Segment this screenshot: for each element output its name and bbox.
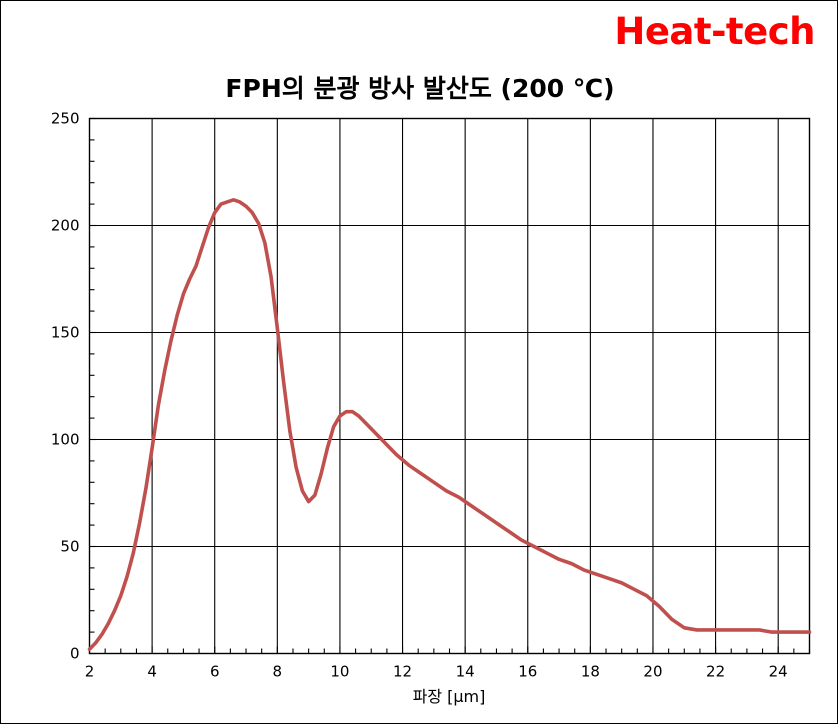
svg-text:20: 20 (643, 663, 662, 681)
svg-text:24: 24 (769, 663, 788, 681)
svg-text:150: 150 (51, 324, 80, 342)
chart-title: FPH의 분광 방사 발산도 (200 ℃) (225, 74, 615, 103)
minor-ticks (88, 117, 811, 655)
series-line-fph (87, 198, 812, 652)
y-tick-labels: 0 50 100 150 200 250 (51, 110, 80, 663)
svg-text:10: 10 (330, 663, 349, 681)
svg-text:200: 200 (51, 217, 80, 235)
svg-text:2: 2 (85, 663, 95, 681)
plot-frame (88, 117, 811, 655)
brand-logo: Heat-tech (614, 10, 815, 53)
svg-text:4: 4 (147, 663, 157, 681)
svg-text:6: 6 (210, 663, 220, 681)
svg-text:18: 18 (581, 663, 600, 681)
svg-text:100: 100 (51, 431, 80, 449)
svg-text:14: 14 (456, 663, 475, 681)
svg-text:22: 22 (706, 663, 725, 681)
svg-text:50: 50 (60, 538, 79, 556)
svg-text:8: 8 (273, 663, 283, 681)
svg-text:0: 0 (70, 645, 80, 663)
x-tick-labels: 2 4 6 8 10 12 14 16 18 20 22 24 (85, 663, 788, 681)
x-axis-title: 파장 [μm] (412, 687, 486, 706)
svg-text:250: 250 (51, 110, 80, 128)
grid-lines (89, 118, 810, 654)
svg-text:16: 16 (518, 663, 537, 681)
svg-text:12: 12 (393, 663, 412, 681)
